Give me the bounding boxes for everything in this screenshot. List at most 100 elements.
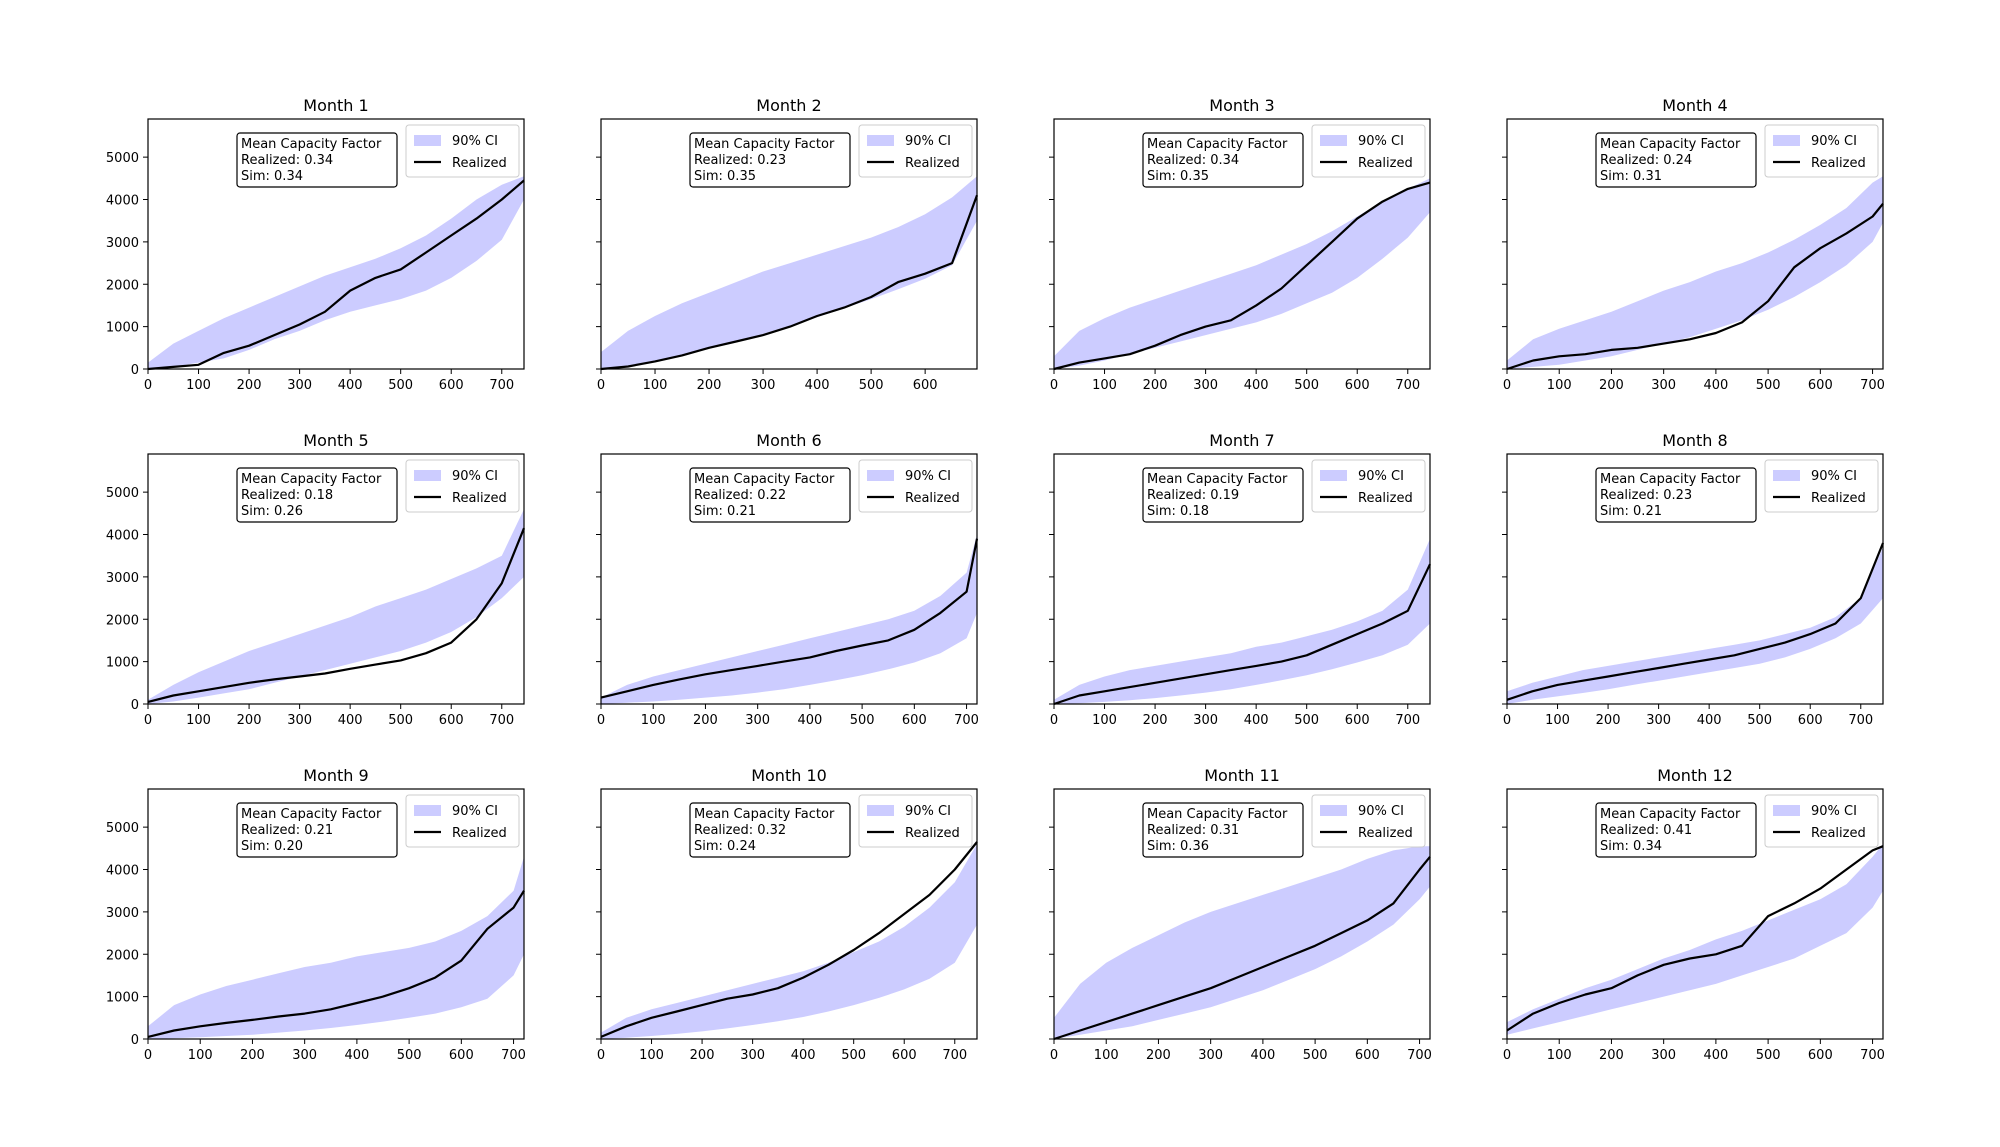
x-tick-label: 100 bbox=[643, 378, 668, 393]
y-tick-label: 0 bbox=[131, 363, 139, 378]
x-tick-label: 400 bbox=[1703, 378, 1728, 393]
realized-line bbox=[1506, 845, 1884, 1032]
ci-band bbox=[148, 176, 524, 369]
x-tick-label: 200 bbox=[1143, 378, 1168, 393]
legend-swatch-ci bbox=[867, 805, 894, 816]
subplot-title: Month 10 bbox=[751, 766, 827, 785]
x-tick-label: 200 bbox=[1599, 1048, 1624, 1063]
x-tick-label: 200 bbox=[237, 713, 262, 728]
y-tick-label: 4000 bbox=[106, 194, 139, 209]
capacity-factor-annotation bbox=[236, 802, 398, 858]
subplot-month-4: Month 4 0 100 200 300 400 500 600 700 Mean Capaci… bbox=[1502, 96, 1885, 393]
x-tick-label: 0 bbox=[144, 1048, 152, 1063]
x-tick-label: 300 bbox=[287, 378, 312, 393]
subplot-title: Month 7 bbox=[1209, 431, 1274, 450]
x-tick-label: 100 bbox=[1545, 713, 1570, 728]
x-tick-label: 500 bbox=[850, 713, 875, 728]
x-tick-label: 300 bbox=[1646, 713, 1671, 728]
annotation-line: Realized: 0.24 bbox=[1600, 153, 1692, 168]
legend-swatch-ci bbox=[1773, 470, 1800, 481]
legend-swatch-ci bbox=[1320, 470, 1347, 481]
annotation-line: Mean Capacity Factor bbox=[1147, 137, 1288, 152]
x-tick-label: 600 bbox=[439, 713, 464, 728]
annotation-line: Sim: 0.20 bbox=[241, 839, 303, 854]
legend-label-realized: Realized bbox=[1811, 156, 1866, 171]
capacity-factor-annotation bbox=[689, 132, 851, 188]
legend-swatch-ci bbox=[414, 805, 441, 816]
annotation-line: Realized: 0.23 bbox=[694, 153, 786, 168]
axes-frame bbox=[147, 788, 525, 1040]
annotation-line: Sim: 0.35 bbox=[694, 169, 756, 184]
legend-label-ci: 90% CI bbox=[905, 134, 951, 149]
legend-label-ci: 90% CI bbox=[905, 469, 951, 484]
annotation-line: Mean Capacity Factor bbox=[1147, 807, 1288, 822]
legend-label-ci: 90% CI bbox=[1811, 804, 1857, 819]
y-tick-label: 1000 bbox=[106, 656, 139, 671]
x-tick-label: 0 bbox=[597, 713, 605, 728]
annotation-line: Sim: 0.31 bbox=[1600, 169, 1662, 184]
x-tick-label: 700 bbox=[489, 378, 514, 393]
x-tick-label: 0 bbox=[1503, 713, 1511, 728]
subplot-month-7: Month 7 0 100 200 300 400 500 600 700 Mean Capaci… bbox=[1049, 431, 1431, 728]
y-tick-label: 1000 bbox=[106, 321, 139, 336]
capacity-factor-annotation bbox=[1595, 802, 1757, 858]
legend-label-realized: Realized bbox=[905, 156, 960, 171]
legend-swatch-ci bbox=[1320, 135, 1347, 146]
x-tick-label: 700 bbox=[501, 1048, 526, 1063]
y-tick-label: 2000 bbox=[106, 948, 139, 963]
subplot-title: Month 12 bbox=[1657, 766, 1733, 785]
x-tick-label: 100 bbox=[1547, 1048, 1572, 1063]
realized-line bbox=[147, 179, 525, 371]
x-tick-label: 500 bbox=[1294, 713, 1319, 728]
x-tick-label: 700 bbox=[1395, 713, 1420, 728]
annotation-line: Mean Capacity Factor bbox=[241, 472, 382, 487]
annotation-line: Mean Capacity Factor bbox=[1147, 472, 1288, 487]
capacity-factor-annotation bbox=[1142, 467, 1304, 523]
subplot-month-12: Month 12 0 100 200 300 400 500 600 700 Mean Capac… bbox=[1502, 766, 1885, 1063]
subplot-month-1: Month 1 0 100 200 300 400 500 600 700 0 1000 2000 30… bbox=[106, 96, 525, 393]
annotation-line: Sim: 0.36 bbox=[1147, 839, 1209, 854]
capacity-factor-annotation bbox=[1595, 467, 1757, 523]
y-tick-label: 0 bbox=[131, 1033, 139, 1048]
capacity-factor-annotation bbox=[236, 132, 398, 188]
legend-label-realized: Realized bbox=[1358, 826, 1413, 841]
axes-frame bbox=[147, 453, 525, 705]
x-tick-label: 0 bbox=[1050, 378, 1058, 393]
annotation-line: Realized: 0.23 bbox=[1600, 488, 1692, 503]
annotation-line: Realized: 0.32 bbox=[694, 823, 786, 838]
annotation-line: Realized: 0.34 bbox=[1147, 153, 1239, 168]
annotation-line: Realized: 0.31 bbox=[1147, 823, 1239, 838]
annotation-line: Realized: 0.21 bbox=[241, 823, 333, 838]
x-tick-label: 700 bbox=[954, 713, 979, 728]
y-tick-label: 3000 bbox=[106, 906, 139, 921]
realized-line bbox=[1053, 563, 1431, 706]
subplot-month-5: Month 5 0 100 200 300 400 500 600 700 0 1000 2000 30… bbox=[106, 431, 526, 728]
legend-label-realized: Realized bbox=[452, 491, 507, 506]
capacity-factor-annotation bbox=[689, 467, 851, 523]
x-tick-label: 700 bbox=[1395, 378, 1420, 393]
ci-band bbox=[1054, 538, 1430, 704]
x-tick-label: 400 bbox=[1244, 713, 1269, 728]
x-tick-label: 700 bbox=[1860, 378, 1885, 393]
x-tick-label: 400 bbox=[1703, 1048, 1728, 1063]
subplot-title: Month 11 bbox=[1204, 766, 1280, 785]
axes-frame bbox=[600, 453, 978, 705]
annotation-line: Mean Capacity Factor bbox=[694, 472, 835, 487]
axes-frame bbox=[1053, 788, 1431, 1040]
subplot-title: Month 6 bbox=[756, 431, 821, 450]
legend-label-realized: Realized bbox=[452, 826, 507, 841]
x-tick-label: 0 bbox=[1503, 1048, 1511, 1063]
y-tick-label: 0 bbox=[131, 698, 139, 713]
legend-swatch-ci bbox=[414, 470, 441, 481]
axes-frame bbox=[1506, 788, 1884, 1040]
x-tick-label: 600 bbox=[1798, 713, 1823, 728]
subplot-month-6: Month 6 0 100 200 300 400 500 600 700 Mean Capaci… bbox=[596, 431, 979, 728]
annotation-line: Realized: 0.34 bbox=[241, 153, 333, 168]
axes-frame bbox=[1506, 453, 1884, 705]
x-tick-label: 700 bbox=[1848, 713, 1873, 728]
capacity-factor-annotation bbox=[1142, 132, 1304, 188]
subplot-month-10: Month 10 0 100 200 300 400 500 600 700 Mean Capac… bbox=[596, 766, 978, 1063]
x-tick-label: 700 bbox=[1407, 1048, 1432, 1063]
x-tick-label: 400 bbox=[338, 713, 363, 728]
